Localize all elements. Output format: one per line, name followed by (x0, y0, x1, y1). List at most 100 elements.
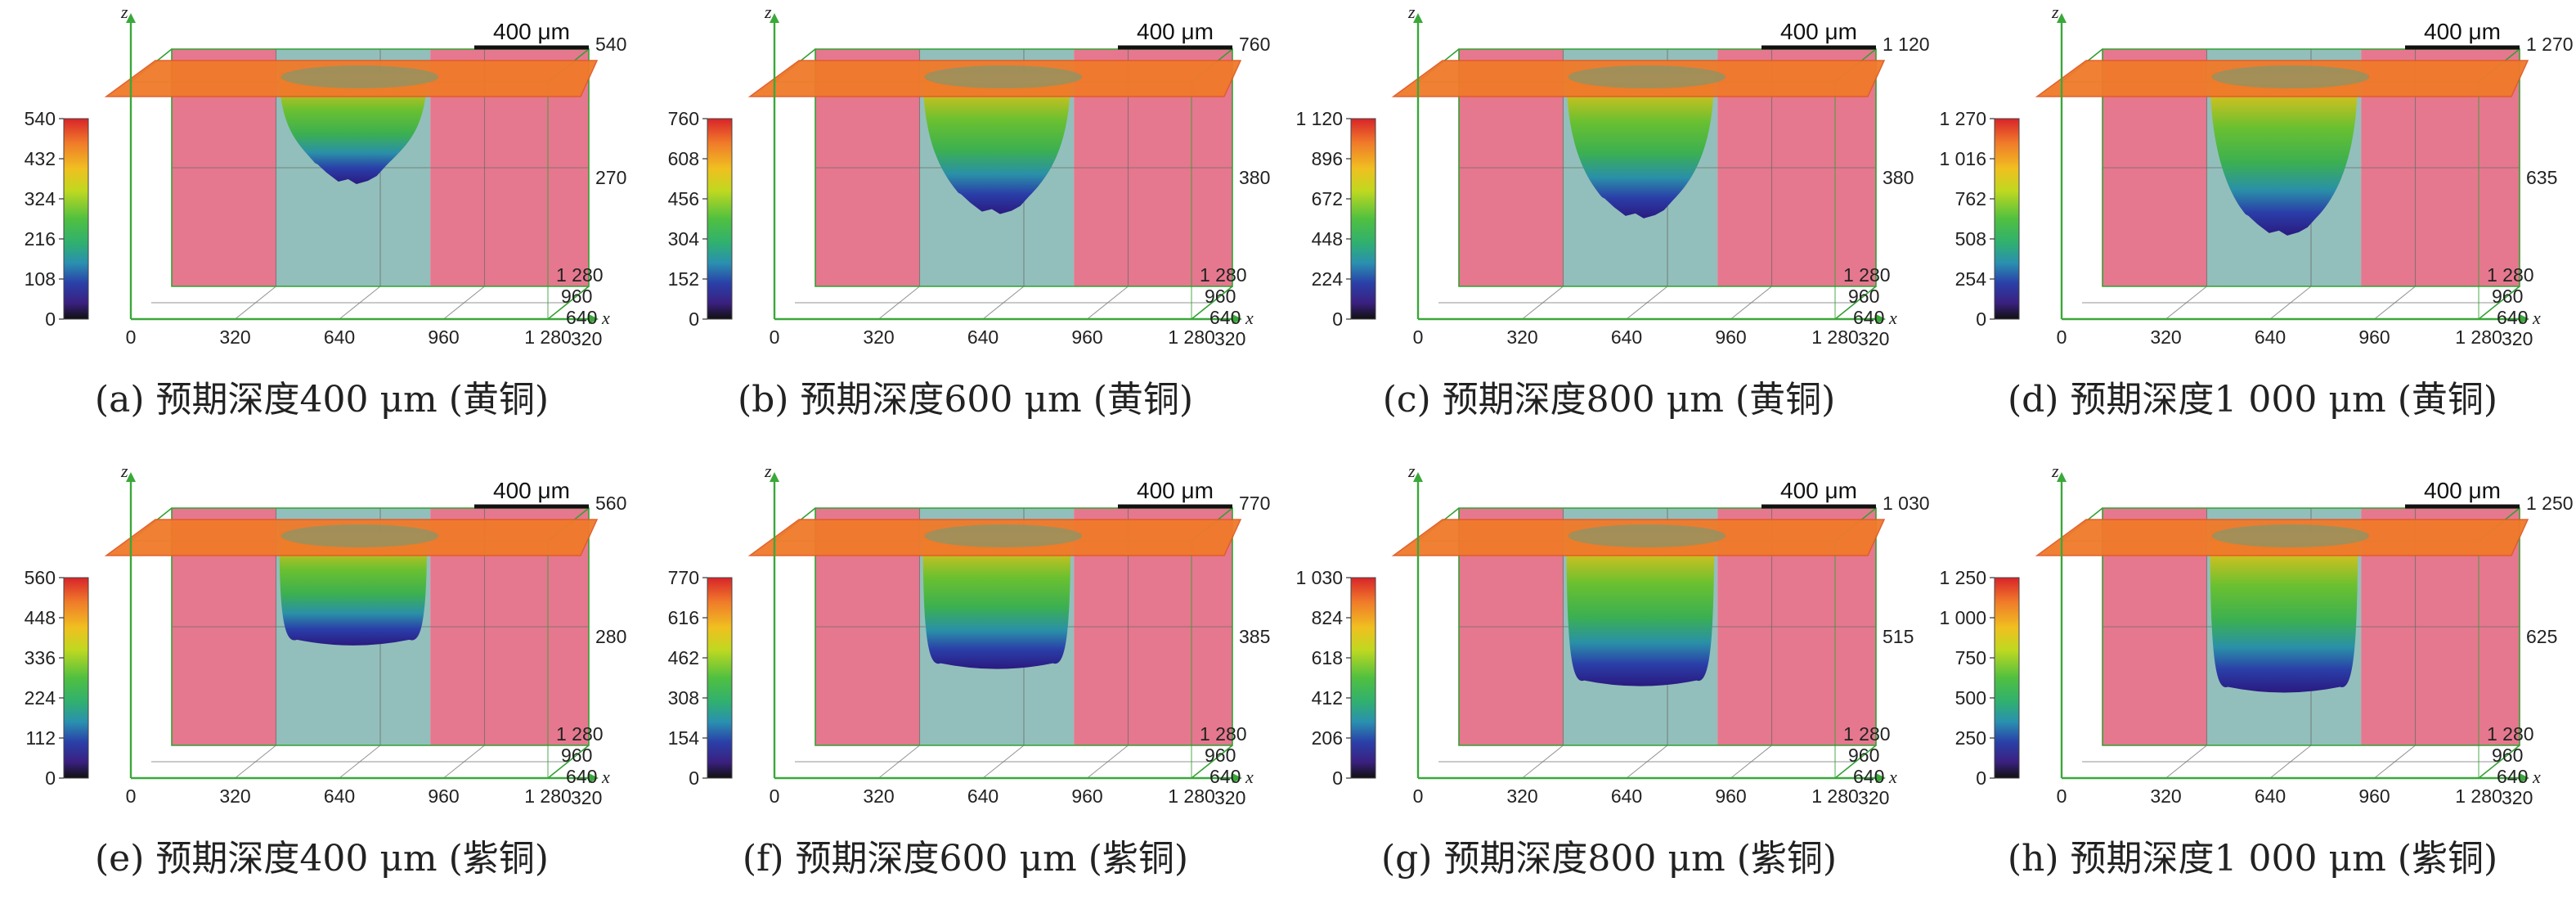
colorbar-tick-label: 1 270 (1939, 108, 1986, 129)
panel-caption: (b) 预期深度600 μm (黄铜) (737, 379, 1194, 421)
colorbar-tick-label: 896 (1312, 148, 1343, 169)
y-tick-label: 320 (571, 328, 602, 349)
colorbar-tick-label: 250 (1955, 727, 1986, 749)
x-tick-label: 960 (2358, 785, 2390, 807)
x-tick-label: 0 (770, 785, 780, 807)
y-tick-label: 1 280 (2487, 264, 2534, 286)
panel-h: z x 0 320 640 960 1 280 1 280 960 640 320 1 250 625 1… (1931, 459, 2574, 917)
colorbar-tick-label: 500 (1955, 687, 1986, 709)
axes (1413, 13, 1886, 324)
x-tick-label: 1 280 (524, 326, 572, 348)
colorbar-tick-label: 0 (689, 308, 699, 330)
y-tick-label: 640 (1853, 766, 1884, 787)
z-tick-top: 540 (595, 34, 626, 55)
x-tick-label: 0 (1413, 326, 1424, 348)
panel-caption: (h) 预期深度1 000 μm (紫铜) (2007, 838, 2498, 880)
panel-caption: (e) 预期深度400 μm (紫铜) (95, 838, 549, 880)
x-tick-label: 960 (1715, 326, 1746, 348)
colorbar-tick-label: 824 (1312, 607, 1344, 628)
hole-profile (279, 72, 428, 184)
colorbar (1350, 577, 1376, 779)
panel-caption: (f) 预期深度600 μm (紫铜) (742, 838, 1189, 880)
x-tick-label: 1 280 (1168, 785, 1215, 807)
axis-label-x: x (1245, 308, 1254, 328)
x-tick-label: 0 (2057, 326, 2067, 348)
axis-label-z: z (1407, 2, 1416, 22)
y-tick-label: 960 (1848, 286, 1879, 307)
hole-profile (922, 72, 1071, 214)
z-tick-mid: 280 (595, 626, 626, 647)
x-tick-label: 640 (1611, 785, 1642, 807)
scale-bar-label: 400 μm (493, 19, 570, 44)
y-tick-label: 960 (561, 745, 592, 766)
hole-opening (924, 65, 1083, 88)
x-tick-label: 1 280 (524, 785, 572, 807)
x-tick-label: 640 (324, 785, 355, 807)
x-tick-label: 1 280 (2455, 326, 2502, 348)
panel-b: z x 0 320 640 960 1 280 1 280 960 640 320 760 380 760… (644, 0, 1287, 458)
scale-bar-label: 400 μm (1137, 478, 1214, 503)
z-tick-top: 770 (1239, 493, 1270, 514)
colorbar (707, 577, 733, 779)
colorbar (1994, 118, 2020, 320)
x-tick-label: 320 (2150, 785, 2181, 807)
y-tick-label: 960 (2492, 745, 2523, 766)
axis-label-x: x (601, 308, 610, 328)
axes (126, 13, 599, 324)
panel-f: z x 0 320 640 960 1 280 1 280 960 640 320 770 385 770… (644, 459, 1287, 917)
panel-caption: (a) 预期深度400 μm (黄铜) (94, 379, 550, 421)
colorbar (707, 118, 733, 320)
panel-e: z x 0 320 640 960 1 280 1 280 960 640 320 560 280 560… (0, 459, 644, 917)
hole-opening (2211, 524, 2370, 547)
panel-caption: (d) 预期深度1 000 μm (黄铜) (2007, 379, 2498, 421)
axis-label-x: x (2532, 767, 2541, 787)
x-tick-label: 1 280 (1811, 785, 1859, 807)
y-tick-label: 1 280 (1843, 264, 1891, 286)
colorbar-tick-label: 308 (668, 687, 699, 709)
x-tick-label: 0 (2057, 785, 2067, 807)
axis-label-z: z (764, 461, 772, 481)
z-tick-top: 760 (1239, 34, 1270, 55)
colorbar-tick-label: 1 000 (1939, 607, 1986, 628)
hole-opening (280, 524, 439, 547)
x-tick-label: 960 (1071, 785, 1102, 807)
y-tick-label: 1 280 (556, 264, 604, 286)
panel-d: z x 0 320 640 960 1 280 1 280 960 640 320 1 270 635 1… (1931, 0, 2574, 458)
x-tick-label: 320 (2150, 326, 2181, 348)
colorbar-tick-label: 0 (1976, 767, 1986, 789)
axes (1413, 472, 1886, 783)
colorbar-tick-label: 206 (1312, 727, 1343, 749)
colorbar-tick-label: 1 030 (1295, 567, 1343, 588)
colorbar-tick-label: 462 (668, 647, 699, 668)
y-tick-label: 640 (1209, 307, 1241, 328)
colorbar-tick-label: 456 (668, 188, 699, 209)
z-tick-mid: 635 (2526, 167, 2557, 188)
hole-opening (1568, 524, 1726, 547)
x-tick-label: 1 280 (1811, 326, 1859, 348)
y-tick-label: 960 (1205, 286, 1236, 307)
x-tick-label: 960 (1715, 785, 1746, 807)
scale-bar-label: 400 μm (1137, 19, 1214, 44)
x-tick-label: 0 (126, 785, 137, 807)
x-tick-label: 320 (219, 326, 250, 348)
colorbar-tick-label: 508 (1955, 228, 1986, 250)
z-tick-top: 560 (595, 493, 626, 514)
z-tick-top: 1 250 (2526, 493, 2574, 514)
y-tick-label: 320 (2502, 328, 2533, 349)
colorbar (1350, 118, 1376, 320)
y-tick-label: 320 (571, 787, 602, 808)
colorbar-tick-label: 448 (25, 607, 56, 628)
hole-opening (2211, 65, 2370, 88)
axis-label-x: x (1245, 767, 1254, 787)
axes (2057, 13, 2529, 324)
colorbar-tick-label: 1 250 (1939, 567, 1986, 588)
axis-label-x: x (1888, 767, 1897, 787)
y-tick-label: 640 (566, 766, 597, 787)
colorbar-tick-label: 0 (1332, 308, 1343, 330)
y-tick-label: 320 (1858, 787, 1889, 808)
